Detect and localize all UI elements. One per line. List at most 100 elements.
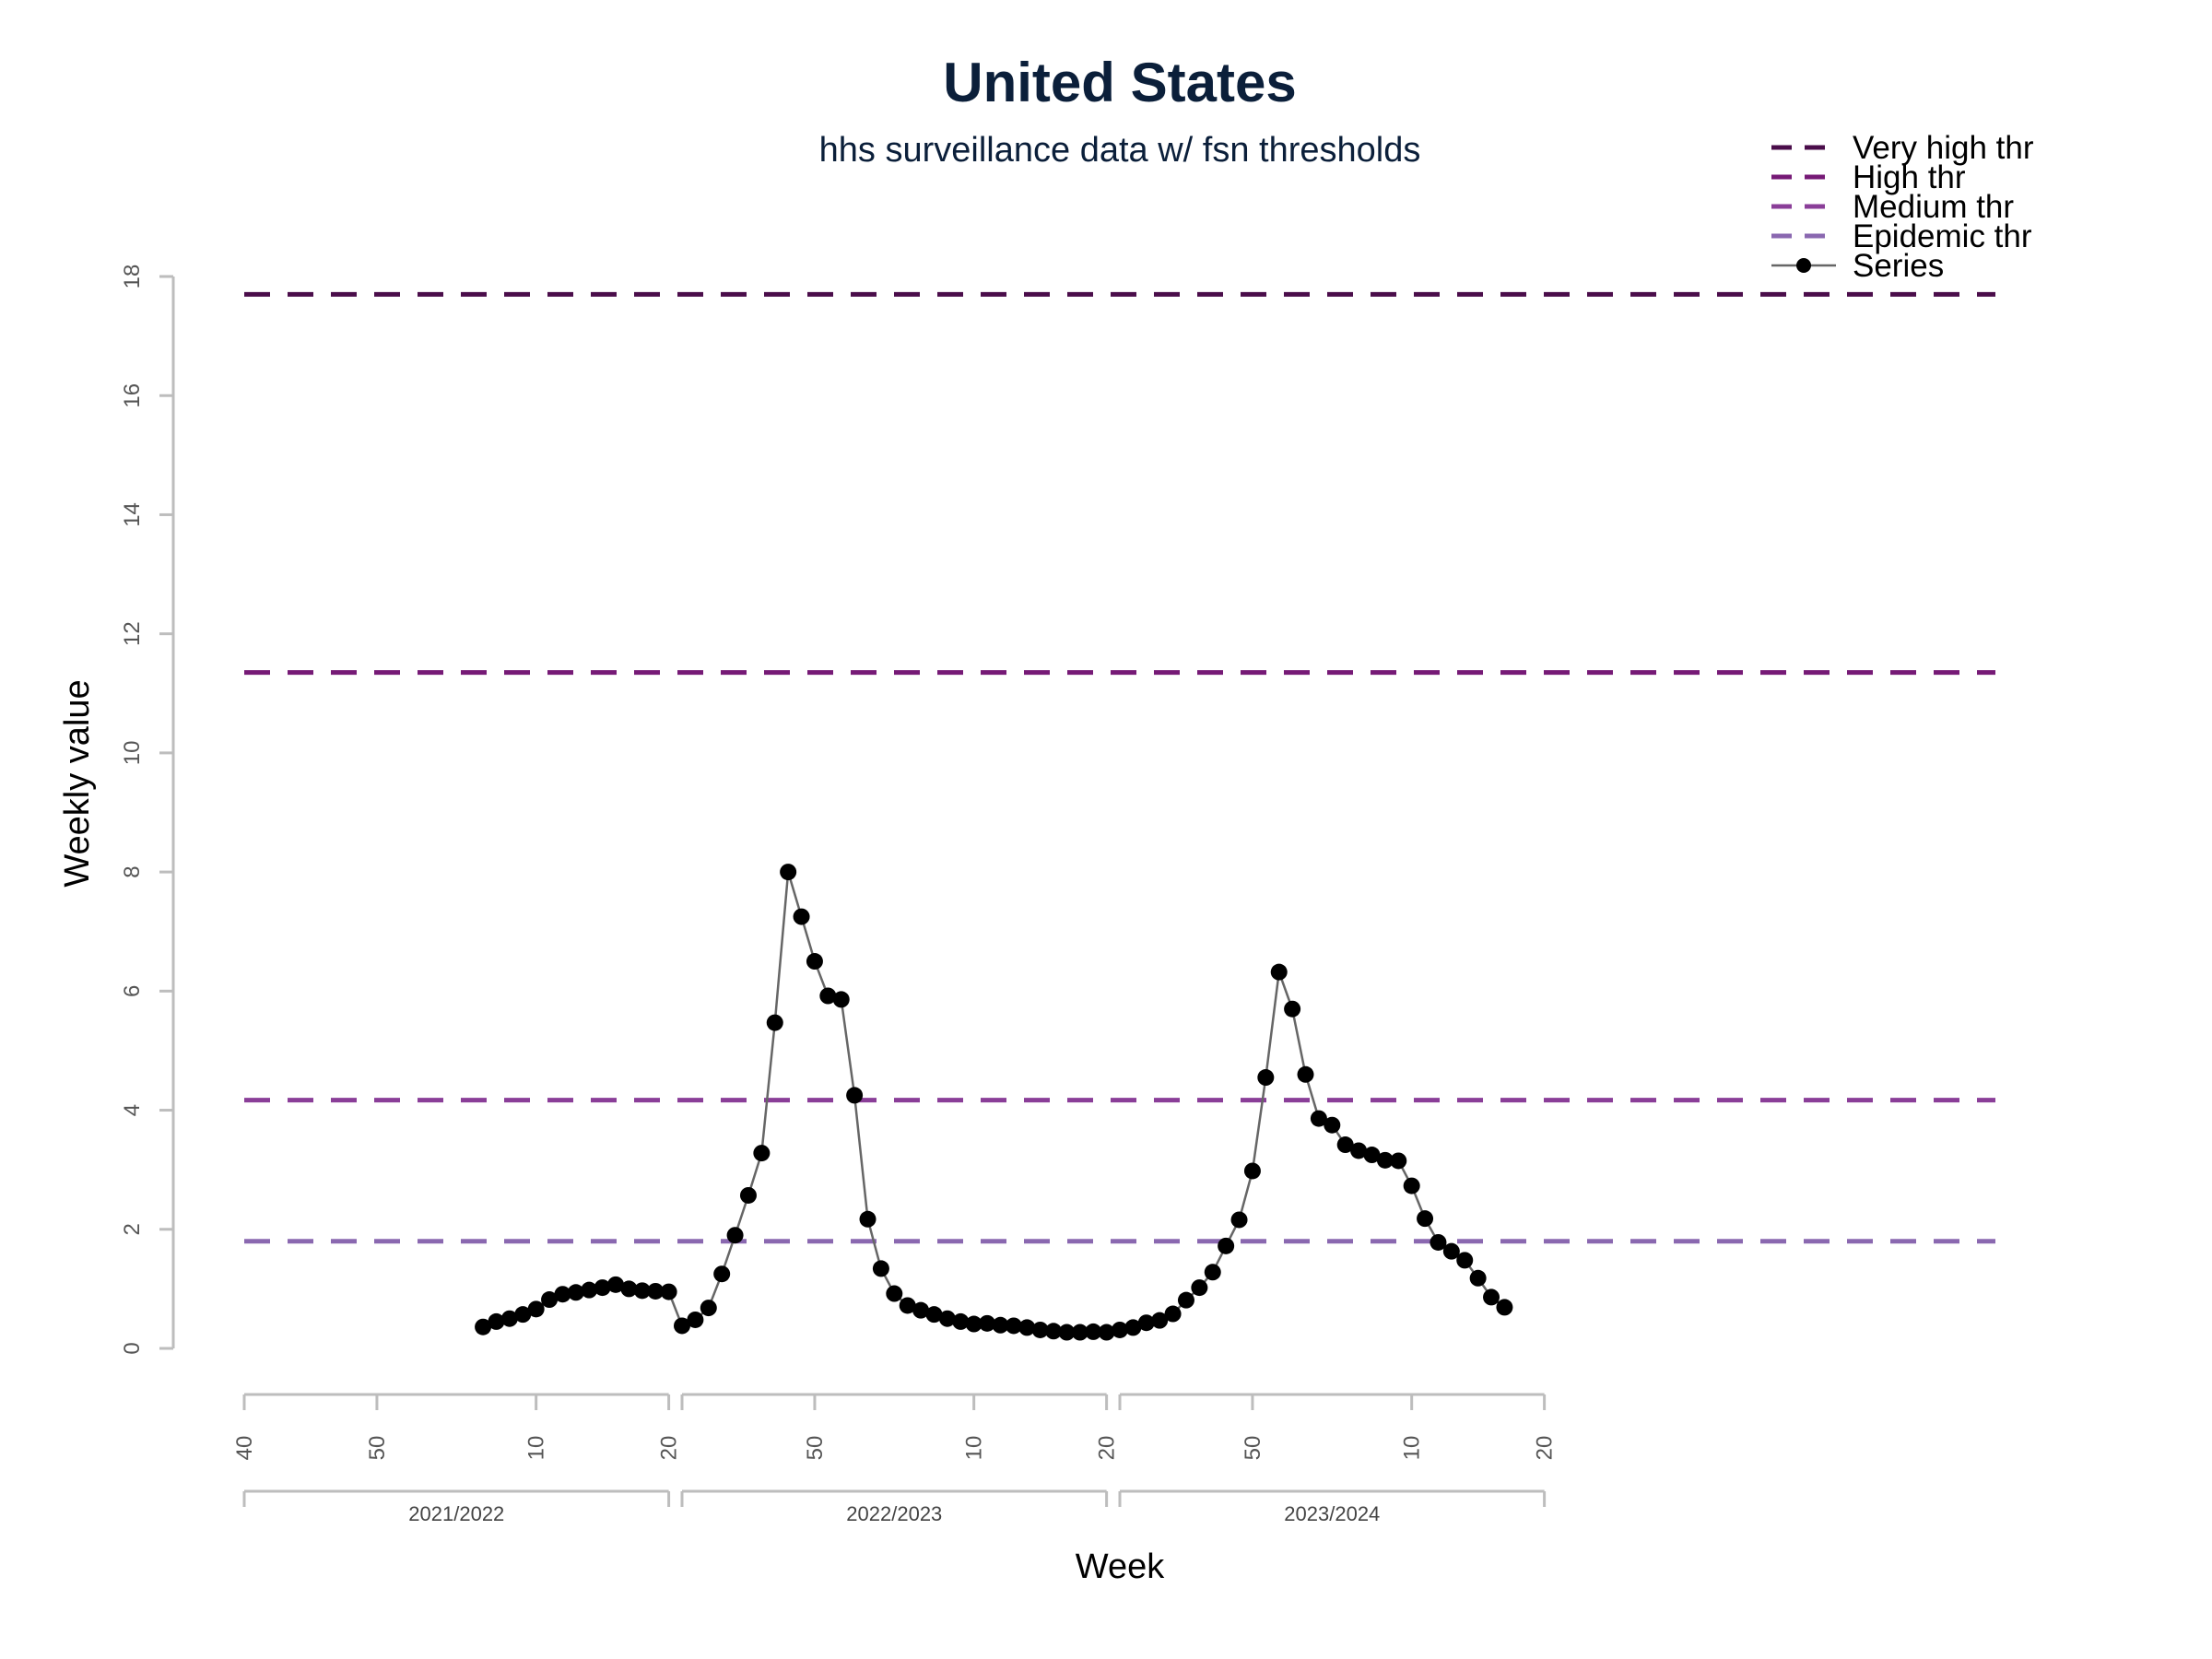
data-point bbox=[979, 1314, 996, 1332]
data-point bbox=[886, 1285, 903, 1302]
data-point bbox=[514, 1306, 532, 1324]
data-point bbox=[607, 1276, 625, 1293]
data-point bbox=[1204, 1264, 1221, 1281]
data-point bbox=[1230, 1211, 1248, 1229]
data-point bbox=[846, 1087, 864, 1104]
data-point bbox=[1284, 1000, 1301, 1018]
series-layer bbox=[475, 864, 1513, 1341]
data-point bbox=[899, 1297, 916, 1314]
x-tick-label: 40 bbox=[232, 1436, 257, 1461]
data-point bbox=[1085, 1323, 1102, 1340]
data-point bbox=[554, 1286, 571, 1303]
legend-label: High thr bbox=[1853, 159, 1966, 195]
legend-swatch-point bbox=[1796, 258, 1811, 273]
data-point bbox=[1469, 1269, 1487, 1287]
data-point bbox=[912, 1301, 930, 1319]
data-point bbox=[992, 1316, 1009, 1334]
data-point bbox=[541, 1291, 559, 1309]
data-point bbox=[965, 1315, 982, 1333]
data-point bbox=[1243, 1162, 1261, 1180]
legend-label: Series bbox=[1853, 248, 1944, 284]
data-point bbox=[1018, 1319, 1036, 1336]
data-point bbox=[1496, 1299, 1513, 1316]
data-point bbox=[753, 1145, 771, 1162]
y-tick-label: 18 bbox=[120, 265, 145, 289]
data-point bbox=[1124, 1319, 1142, 1336]
legend-label: Epidemic thr bbox=[1853, 218, 2032, 254]
data-point bbox=[1430, 1233, 1447, 1251]
data-point bbox=[713, 1265, 731, 1283]
y-tick-label: 0 bbox=[120, 1342, 145, 1354]
season-axis: 2021/2022 2022/2023 2023/2024 bbox=[242, 1489, 1547, 1525]
data-point bbox=[500, 1310, 518, 1327]
chart-subtitle: hhs surveillance data w/ fsn thresholds bbox=[819, 131, 1421, 170]
data-point bbox=[1164, 1305, 1182, 1323]
x-tick-label: 20 bbox=[657, 1436, 682, 1461]
y-tick-label: 6 bbox=[120, 985, 145, 997]
data-point bbox=[620, 1280, 638, 1298]
data-point bbox=[674, 1317, 690, 1335]
x-tick-label: 10 bbox=[1400, 1436, 1425, 1461]
data-point bbox=[687, 1311, 704, 1328]
x-axis: 40 50 10 20 50 10 20 50 10 20 bbox=[232, 1393, 1558, 1461]
data-point bbox=[1071, 1324, 1088, 1341]
season-label: 2022/2023 bbox=[846, 1502, 942, 1525]
data-point bbox=[567, 1284, 584, 1301]
data-point bbox=[859, 1210, 877, 1228]
data-point bbox=[806, 953, 823, 971]
data-point bbox=[1257, 1069, 1275, 1087]
chart-title: United States bbox=[943, 52, 1296, 113]
data-point bbox=[1310, 1110, 1327, 1127]
y-tick-label: 16 bbox=[120, 383, 145, 408]
data-point bbox=[633, 1282, 651, 1300]
data-point bbox=[1177, 1291, 1194, 1309]
threshold-lines bbox=[244, 291, 1995, 1244]
data-point bbox=[488, 1312, 505, 1330]
data-point bbox=[700, 1300, 717, 1317]
data-point bbox=[780, 864, 797, 881]
data-point bbox=[581, 1281, 598, 1299]
legend-label: Very high thr bbox=[1853, 130, 2034, 166]
data-point bbox=[1031, 1321, 1049, 1338]
y-axis: 0 2 4 6 8 10 12 14 16 18 bbox=[120, 265, 175, 1355]
data-point bbox=[1363, 1147, 1381, 1164]
data-point bbox=[1483, 1288, 1500, 1306]
y-tick-label: 14 bbox=[120, 502, 145, 527]
data-point bbox=[1456, 1252, 1474, 1269]
x-tick-label: 50 bbox=[365, 1436, 390, 1461]
data-point bbox=[527, 1300, 545, 1318]
data-point bbox=[793, 908, 810, 925]
data-point bbox=[1191, 1279, 1208, 1297]
data-point bbox=[647, 1282, 665, 1300]
x-tick-label: 10 bbox=[524, 1436, 549, 1461]
data-point bbox=[1005, 1317, 1022, 1335]
data-point bbox=[594, 1279, 611, 1297]
y-axis-title: Weekly value bbox=[58, 679, 97, 887]
data-point bbox=[1390, 1152, 1407, 1170]
data-point bbox=[1151, 1312, 1169, 1329]
data-point bbox=[660, 1283, 677, 1300]
data-point bbox=[938, 1310, 956, 1327]
data-point bbox=[1442, 1242, 1460, 1260]
data-point bbox=[1270, 963, 1288, 981]
data-point bbox=[1417, 1210, 1434, 1228]
x-tick-label: 20 bbox=[1095, 1436, 1120, 1461]
season-label: 2023/2024 bbox=[1284, 1502, 1380, 1525]
data-point bbox=[726, 1227, 744, 1244]
data-point bbox=[1376, 1151, 1394, 1169]
y-tick-label: 8 bbox=[120, 865, 145, 877]
data-point bbox=[1058, 1324, 1076, 1341]
x-axis-title: Week bbox=[1076, 1547, 1165, 1586]
data-point bbox=[952, 1312, 970, 1330]
data-point bbox=[819, 987, 837, 1005]
data-point bbox=[925, 1306, 943, 1324]
y-tick-label: 12 bbox=[120, 621, 145, 646]
data-point bbox=[832, 991, 850, 1008]
y-tick-label: 2 bbox=[120, 1223, 145, 1235]
data-point bbox=[872, 1260, 889, 1277]
data-point bbox=[1045, 1323, 1063, 1340]
legend-label: Medium thr bbox=[1853, 189, 2014, 225]
